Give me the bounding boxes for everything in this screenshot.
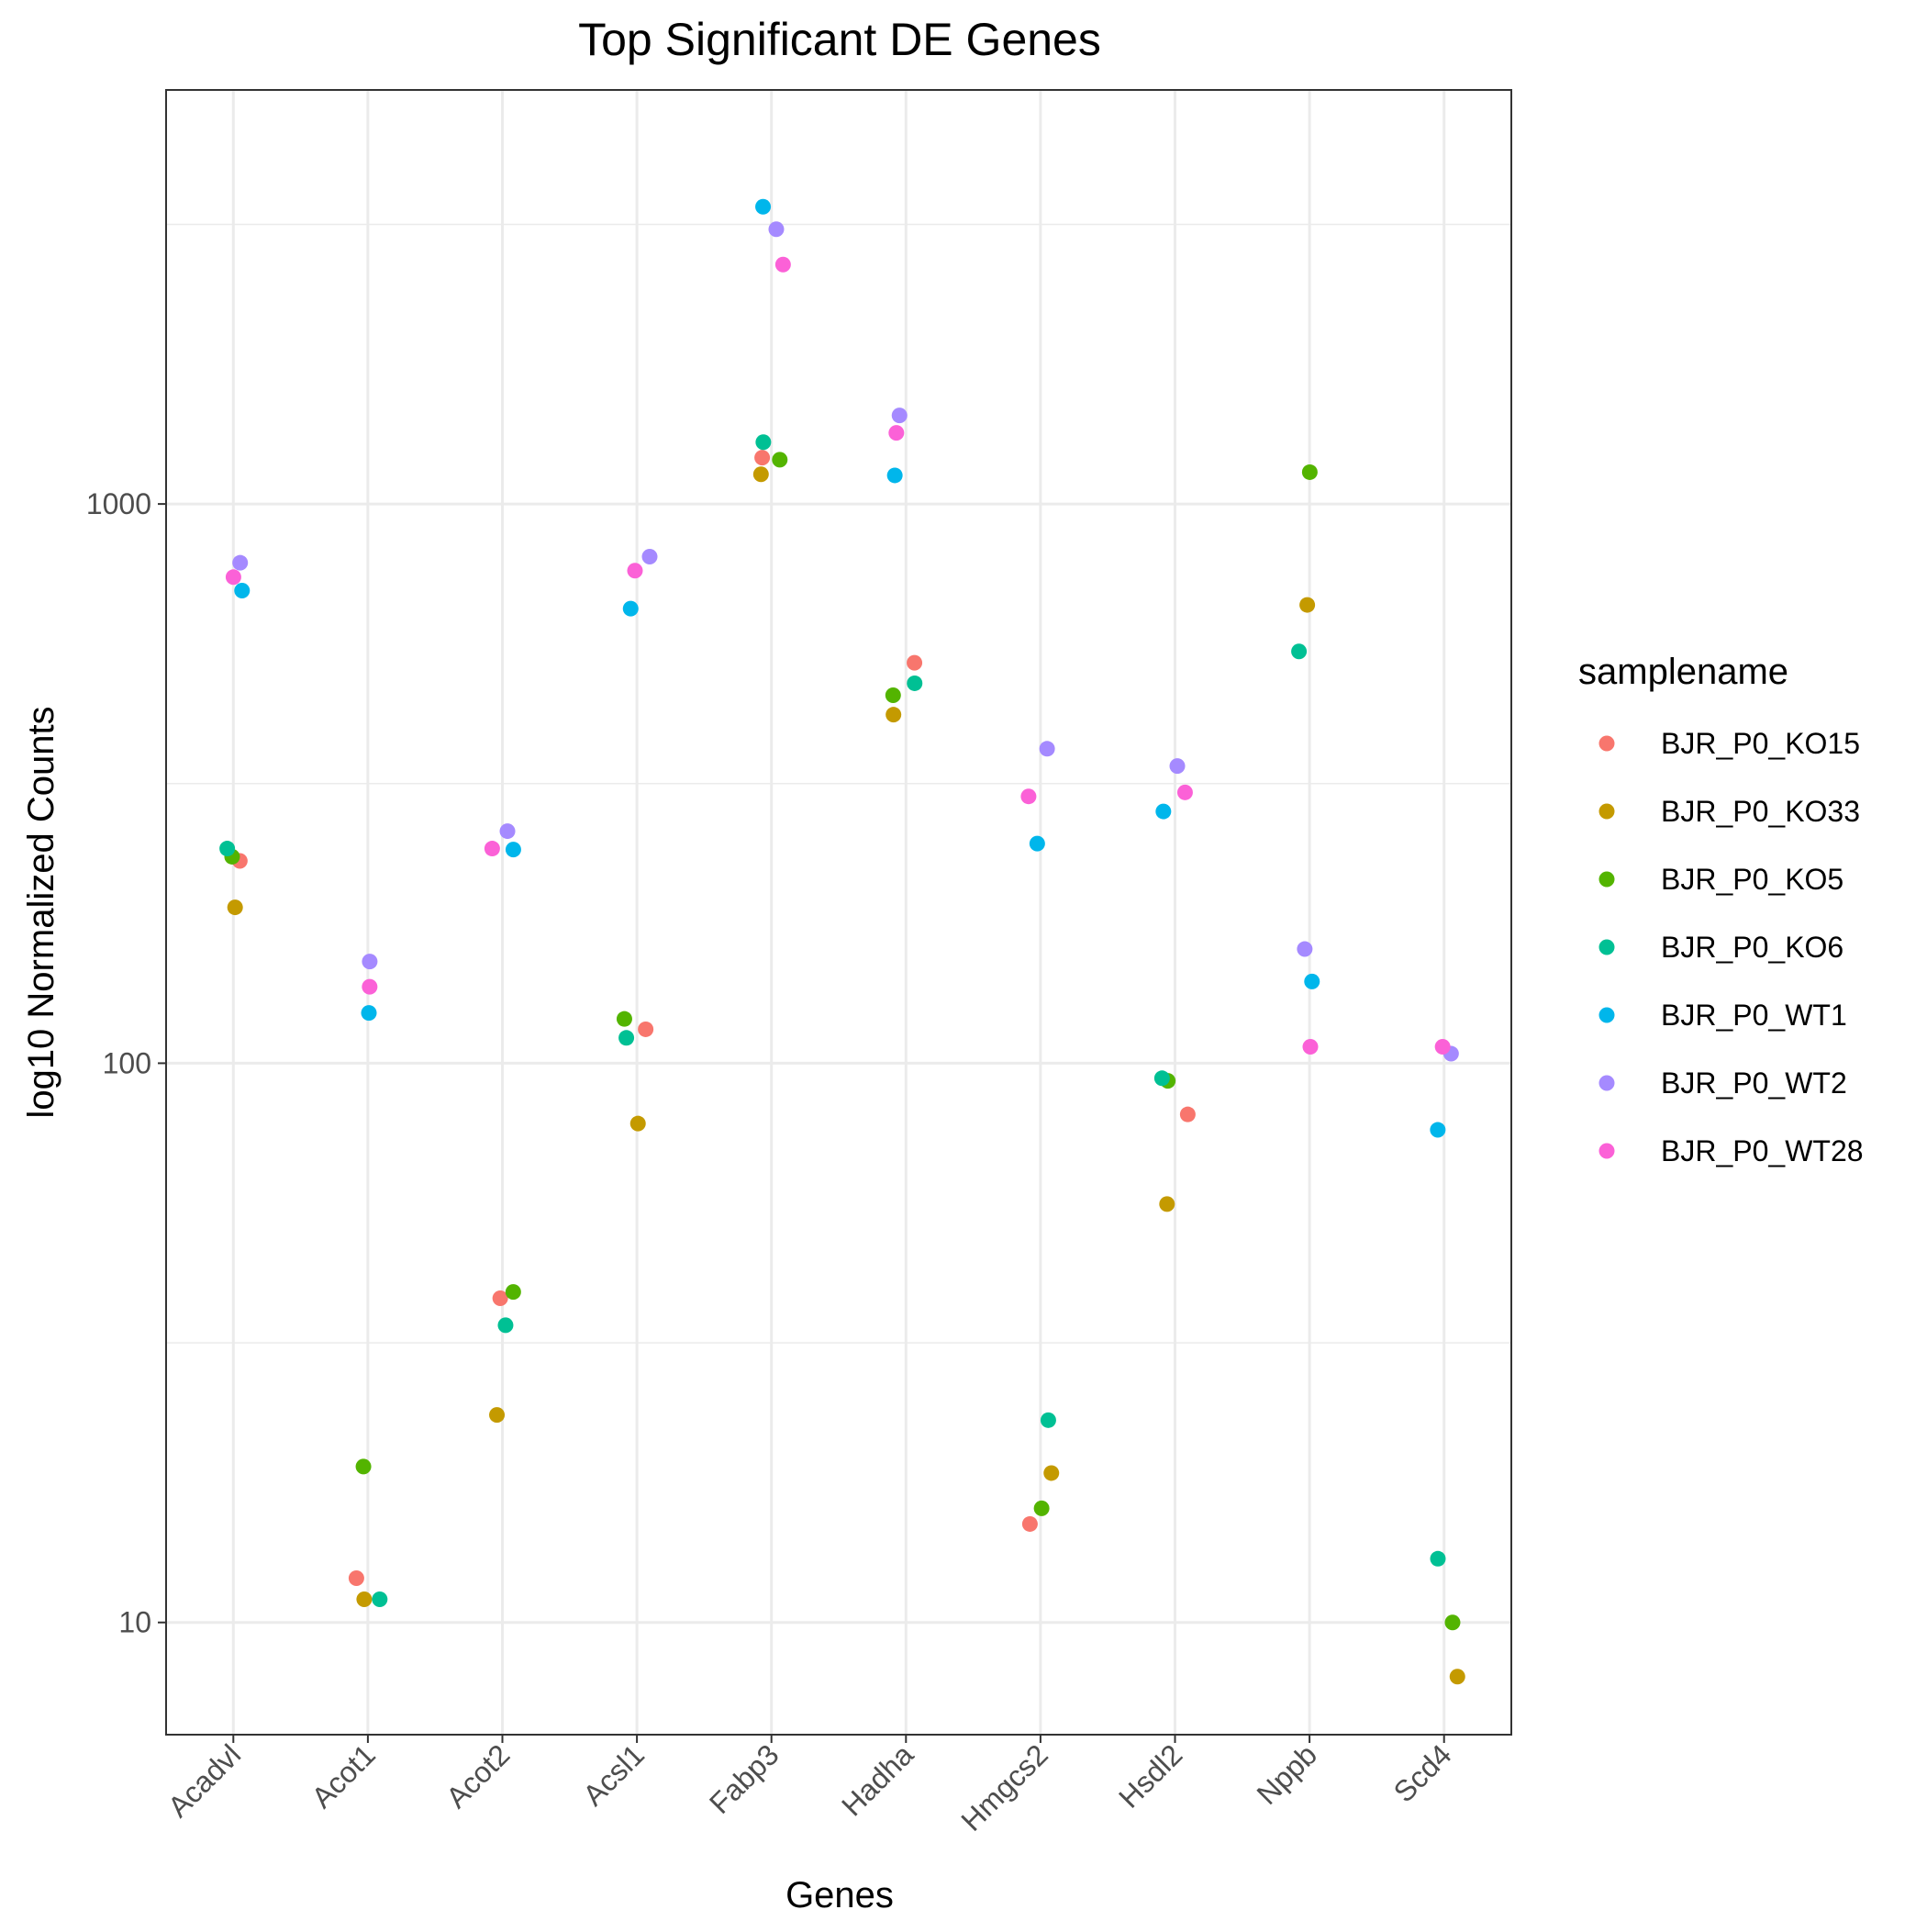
data-point (1033, 1500, 1050, 1516)
data-point (1159, 1196, 1175, 1212)
data-point (1434, 1039, 1451, 1055)
data-point (886, 707, 902, 723)
data-point (752, 466, 769, 483)
legend-key (1598, 871, 1615, 888)
data-point (1299, 597, 1316, 613)
data-point (755, 198, 772, 215)
data-point (1430, 1550, 1446, 1567)
y-tick-label: 10 (118, 1606, 151, 1639)
data-point (907, 675, 923, 691)
data-point (361, 1005, 377, 1022)
data-point (1155, 803, 1172, 820)
legend-title: samplename (1578, 652, 1788, 692)
data-point (497, 1317, 514, 1334)
data-point (768, 221, 785, 238)
data-point (755, 434, 772, 451)
legend-label: BJR_P0_KO6 (1661, 931, 1843, 964)
data-point (1297, 941, 1313, 957)
data-point (219, 841, 236, 857)
legend-label: BJR_P0_WT2 (1661, 1067, 1847, 1100)
data-point (1179, 1106, 1196, 1122)
data-point (355, 1458, 372, 1475)
data-point (492, 1290, 508, 1306)
y-tick-label: 100 (103, 1046, 151, 1079)
data-point (1430, 1122, 1446, 1138)
data-point (1021, 1515, 1038, 1532)
data-point (348, 1569, 364, 1586)
data-point (1029, 835, 1045, 852)
data-point (1040, 1412, 1056, 1428)
legend-key (1598, 1143, 1615, 1159)
data-point (1301, 463, 1318, 480)
data-point (622, 600, 639, 617)
data-point (362, 978, 378, 995)
data-point (1020, 788, 1037, 805)
data-point (1039, 741, 1055, 757)
y-tick-label: 1000 (86, 487, 151, 520)
data-point (1169, 758, 1186, 775)
data-point (1449, 1669, 1465, 1685)
data-point (1043, 1465, 1060, 1481)
data-point (888, 425, 905, 441)
legend: samplename BJR_P0_KO15 BJR_P0_KO33 BJR_P0_… (1578, 652, 1864, 1167)
legend-label: BJR_P0_KO33 (1661, 795, 1860, 828)
data-point (638, 1021, 654, 1037)
grid-lines (166, 90, 1511, 1735)
x-axis-title: Genes (785, 1875, 894, 1915)
data-point (484, 841, 500, 857)
data-point (754, 450, 771, 466)
data-point (356, 1591, 373, 1608)
data-point (907, 654, 923, 671)
data-point (618, 1030, 635, 1046)
data-point (1153, 1070, 1170, 1087)
legend-label: BJR_P0_KO15 (1661, 727, 1860, 760)
data-point (891, 408, 908, 424)
data-point (232, 554, 249, 571)
data-point (629, 1115, 646, 1132)
data-point (1291, 643, 1308, 660)
data-point (489, 1407, 506, 1424)
data-point (1444, 1614, 1461, 1631)
data-point (627, 563, 643, 579)
legend-key (1598, 1007, 1615, 1023)
data-point (225, 569, 241, 586)
data-point (1176, 784, 1193, 800)
data-point (772, 452, 788, 468)
data-point (505, 1284, 521, 1301)
data-point (885, 687, 901, 703)
data-point (234, 582, 251, 598)
legend-label: BJR_P0_WT1 (1661, 999, 1847, 1032)
panel-border (165, 89, 1512, 1736)
data-point (1302, 1039, 1319, 1055)
data-point (362, 954, 378, 970)
legend-key (1598, 803, 1615, 820)
data-point (499, 823, 516, 840)
data-point (227, 899, 243, 916)
legend-label: BJR_P0_KO5 (1661, 863, 1843, 896)
chart-title: Top Significant DE Genes (578, 14, 1101, 65)
data-points (219, 198, 1465, 1685)
data-point (1304, 973, 1320, 989)
data-point (616, 1011, 632, 1027)
legend-key (1598, 735, 1615, 752)
y-axis-title: log10 Normalized Counts (21, 706, 61, 1118)
data-point (774, 256, 791, 273)
legend-key (1598, 1075, 1615, 1091)
data-point (372, 1591, 388, 1608)
data-point (641, 549, 658, 565)
legend-key (1598, 939, 1615, 955)
legend-label: BJR_P0_WT28 (1661, 1134, 1864, 1167)
data-point (505, 842, 521, 858)
data-point (886, 467, 903, 484)
